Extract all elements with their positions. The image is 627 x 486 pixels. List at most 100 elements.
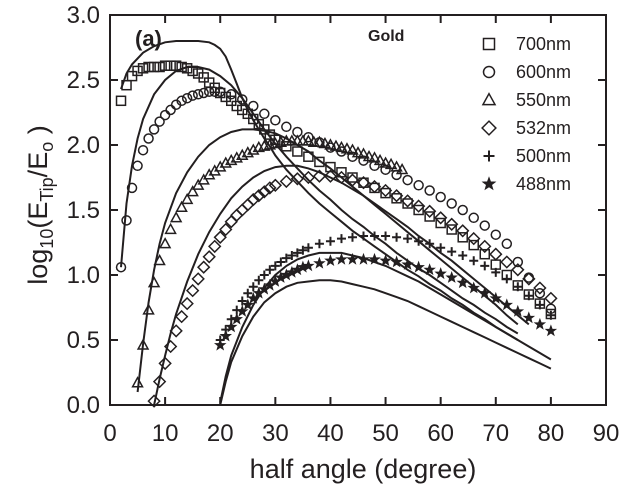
marker-diamond <box>174 309 189 324</box>
y-title-sub2: Tip <box>37 177 57 201</box>
legend-item: 550nm <box>481 90 571 110</box>
marker-star <box>230 312 244 325</box>
marker-circle <box>391 169 402 181</box>
marker-diamond <box>235 203 249 217</box>
marker-diamond <box>533 281 547 295</box>
marker-plus <box>314 239 324 249</box>
marker-diamond <box>230 208 244 222</box>
legend-item: 500nm <box>483 146 571 166</box>
y-tick-label: 2.5 <box>67 67 100 94</box>
marker-plus <box>491 267 501 277</box>
marker-diamond <box>411 199 426 213</box>
marker-circle <box>159 109 171 121</box>
marker-triangle <box>186 185 199 197</box>
marker-diamond <box>367 179 382 194</box>
marker-triangle <box>373 153 387 166</box>
marker-diamond <box>378 183 393 198</box>
marker-diamond <box>158 356 172 371</box>
marker-diamond <box>511 263 525 277</box>
marker-diamond <box>208 239 222 254</box>
legend-label: 500nm <box>516 146 571 166</box>
marker-square <box>457 232 468 243</box>
marker-plus <box>447 247 457 257</box>
marker-circle <box>121 215 132 226</box>
fit-curve <box>120 66 519 335</box>
marker-square <box>468 239 479 251</box>
marker-square <box>115 95 127 107</box>
marker-square <box>314 156 325 168</box>
marker-star <box>445 271 458 283</box>
marker-plus <box>425 239 435 249</box>
marker-star <box>346 252 359 265</box>
marker-circle <box>225 89 237 100</box>
marker-triangle <box>131 376 144 388</box>
marker-diamond <box>202 250 216 264</box>
marker-triangle <box>335 140 348 153</box>
marker-plus <box>270 261 280 271</box>
fit-curve <box>120 40 519 341</box>
marker-plus <box>276 257 286 267</box>
marker-star <box>313 256 326 269</box>
marker-circle <box>413 180 424 191</box>
marker-square <box>490 259 502 270</box>
marker-circle <box>209 86 220 97</box>
marker-circle <box>181 92 193 104</box>
marker-diamond <box>334 170 349 185</box>
marker-square <box>170 60 182 71</box>
marker-square <box>143 61 154 73</box>
marker-triangle <box>147 276 161 288</box>
marker-square <box>336 167 347 178</box>
marker-diamond <box>389 189 404 203</box>
marker-diamond <box>263 181 277 195</box>
marker-diamond <box>489 247 503 261</box>
marker-diamond <box>268 178 283 192</box>
x-tick-label: 80 <box>538 420 565 447</box>
marker-square <box>159 60 171 71</box>
marker-circle <box>424 185 435 196</box>
marker-plus <box>524 291 534 301</box>
y-tick-label: 0.5 <box>67 327 100 354</box>
marker-square <box>446 224 457 235</box>
marker-diamond <box>197 260 211 274</box>
marker-diamond <box>279 174 294 189</box>
y-tick-label: 1.5 <box>67 197 100 224</box>
fit-curve <box>153 164 530 406</box>
marker-square <box>303 151 314 162</box>
marker-circle <box>237 94 248 105</box>
marker-triangle <box>318 136 332 149</box>
y-title-sub1: 10 <box>37 229 57 249</box>
marker-diamond <box>345 173 360 187</box>
y-title-slash: /E <box>23 152 53 178</box>
marker-triangle <box>236 148 249 160</box>
marker-triangle <box>390 160 403 172</box>
x-tick-label: 40 <box>317 420 344 447</box>
marker-plus <box>535 300 545 310</box>
marker-star <box>357 252 370 265</box>
y-title-prefix: log <box>23 249 53 285</box>
marker-plus <box>392 232 402 242</box>
marker-diamond <box>147 394 161 408</box>
marker-square <box>380 187 391 199</box>
marker-square <box>358 177 369 188</box>
marker-star <box>401 258 414 270</box>
marker-plus <box>480 261 490 271</box>
axis-ticks <box>109 14 607 406</box>
marker-triangle <box>175 200 188 212</box>
marker-diamond <box>241 198 255 212</box>
x-tick-label: 0 <box>103 420 116 447</box>
marker-star <box>335 252 348 265</box>
marker-diamond <box>544 291 558 306</box>
marker-circle <box>501 238 513 250</box>
marker-plus <box>347 232 357 242</box>
marker-triangle <box>340 142 354 154</box>
marker-square <box>132 65 143 77</box>
marker-square <box>165 60 176 71</box>
fit-curve <box>219 251 552 403</box>
marker-circle <box>143 133 154 144</box>
y-tick-label: 1.0 <box>67 262 100 289</box>
marker-star <box>500 298 514 311</box>
marker-diamond <box>356 176 371 190</box>
marker-plus <box>281 253 291 263</box>
marker-star <box>241 298 255 311</box>
marker-star <box>522 311 536 324</box>
